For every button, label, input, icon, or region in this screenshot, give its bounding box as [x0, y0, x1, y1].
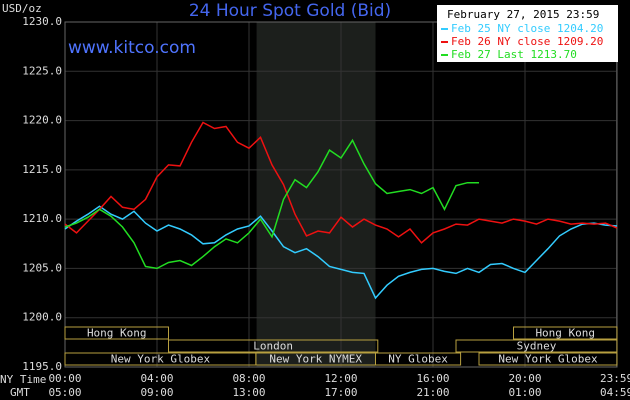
- y-tick-label: 1200.0: [22, 311, 62, 324]
- session-box: [168, 339, 379, 353]
- series-line: [64, 138, 479, 270]
- y-tick-label: 1215.0: [22, 163, 62, 176]
- plot-frame: [64, 21, 618, 368]
- session-label: New York Globex: [498, 353, 598, 366]
- x-axis-label: NY Time: [0, 373, 46, 386]
- y-tick-label: 1220.0: [22, 114, 62, 127]
- y-axis-label: USD/oz: [2, 2, 42, 15]
- session-box: [455, 339, 618, 353]
- x-tick-label: 04:00: [140, 372, 173, 385]
- x2-tick-label: 04:59: [600, 386, 630, 399]
- session-label: NY Globex: [388, 353, 448, 366]
- legend-label: Feb 25 NY close 1204.20: [451, 22, 603, 35]
- session-label: London: [253, 340, 293, 353]
- y-tick-label: 1210.0: [22, 212, 62, 225]
- x-tick-label: 16:00: [416, 372, 449, 385]
- x2-tick-label: 09:00: [140, 386, 173, 399]
- x2-tick-label: 01:00: [508, 386, 541, 399]
- series-line: [64, 121, 618, 244]
- legend-label: Feb 26 NY close 1209.20: [451, 35, 603, 48]
- x2-tick-label: 05:00: [48, 386, 81, 399]
- x2-tick-label: 21:00: [416, 386, 449, 399]
- session-label: Hong Kong: [87, 327, 147, 340]
- x2-axis-label: GMT: [10, 386, 30, 399]
- x-tick-label: 23:59: [600, 372, 630, 385]
- series-line: [64, 205, 618, 300]
- y-tick-label: 1205.0: [22, 261, 62, 274]
- x-tick-label: 08:00: [232, 372, 265, 385]
- session-box: [478, 352, 618, 366]
- session-box: [64, 326, 169, 340]
- session-label: New York NYMEX: [269, 353, 362, 366]
- session-label: Hong Kong: [535, 327, 595, 340]
- highlight-band: [256, 22, 376, 367]
- legend-label: Feb 27 Last 1213.70: [451, 48, 577, 61]
- session-label: New York Globex: [111, 353, 211, 366]
- y-tick-label: 1195.0: [22, 360, 62, 373]
- y-tick-label: 1225.0: [22, 64, 62, 77]
- y-tick-label: 1230.0: [22, 15, 62, 28]
- session-box: [375, 352, 462, 366]
- legend-box: [437, 5, 618, 62]
- x-tick-label: 12:00: [324, 372, 357, 385]
- watermark: www.kitco.com: [68, 38, 196, 58]
- x-tick-label: 20:00: [508, 372, 541, 385]
- chart-title: 24 Hour Spot Gold (Bid): [189, 1, 391, 21]
- session-box: [513, 326, 618, 340]
- x2-tick-label: 13:00: [232, 386, 265, 399]
- legend-date: February 27, 2015 23:59: [447, 8, 599, 21]
- session-label: Sydney: [517, 340, 557, 353]
- x-tick-label: 00:00: [48, 372, 81, 385]
- x2-tick-label: 17:00: [324, 386, 357, 399]
